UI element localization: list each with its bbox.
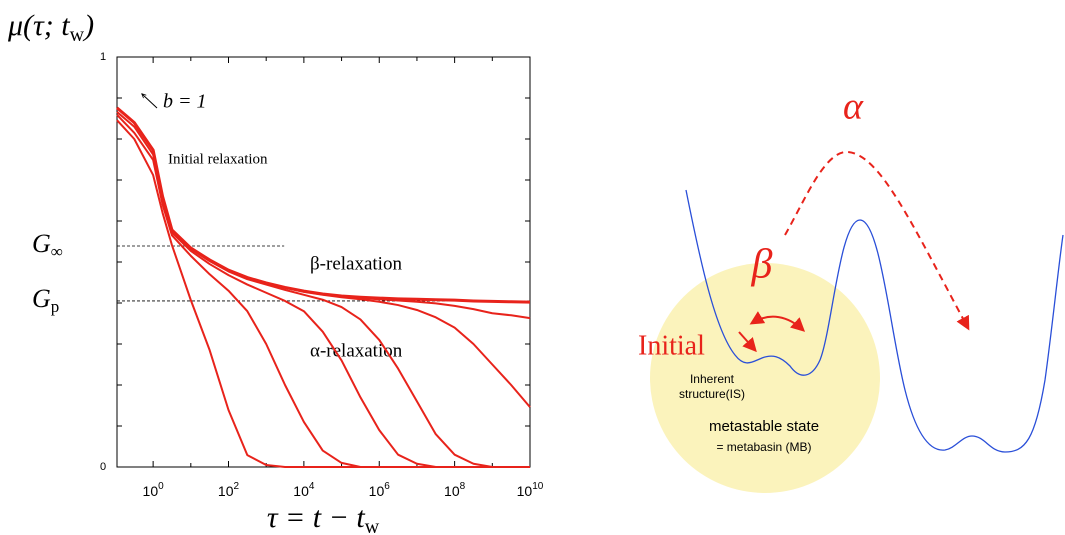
x-tick-base: 10	[143, 483, 159, 499]
y-label-close: )	[82, 9, 94, 42]
x-tick-label: 104	[293, 481, 315, 499]
x-tick-base: 10	[218, 483, 234, 499]
beta-transition-arrow	[749, 311, 806, 332]
y-label-main: μ(τ; t	[7, 9, 70, 42]
x-label-sub: w	[365, 516, 380, 535]
initial-label: Initial	[638, 330, 705, 361]
x-tick-label: 106	[369, 481, 391, 499]
x-tick-exponent: 6	[384, 481, 390, 492]
b-annotation: b = 1	[163, 91, 207, 113]
y-tick-label: 1	[100, 51, 106, 63]
x-tick-exponent: 4	[309, 481, 315, 492]
metastable-label: metastable state	[709, 418, 819, 435]
x-tick-exponent: 0	[158, 481, 164, 492]
reference-label: G∞	[32, 229, 63, 261]
x-tick-base: 10	[517, 483, 533, 499]
x-tick-label: 100	[143, 481, 165, 499]
x-tick-exponent: 2	[234, 481, 240, 492]
x-tick-exponent: 10	[532, 481, 544, 492]
x-tick-label: 1010	[517, 481, 544, 499]
energy-curve	[685, 189, 1064, 453]
beta-label: β	[751, 242, 773, 288]
metabasin-label: = metabasin (MB)	[716, 440, 811, 454]
reference-label-main: G	[32, 229, 51, 258]
energy-landscape: α β Initial Inherent structure(IS) metas…	[638, 86, 1064, 493]
initial-arrow	[738, 331, 757, 353]
x-label-main: τ = t − t	[267, 501, 366, 534]
initial-annotation: Initial relaxation	[168, 151, 268, 167]
x-tick-base: 10	[293, 483, 309, 499]
reference-label-sub: ∞	[51, 242, 63, 261]
x-tick-base: 10	[369, 483, 385, 499]
reference-label: Gp	[32, 284, 59, 316]
x-tick-label: 102	[218, 481, 240, 499]
y-label-sub: w	[70, 24, 85, 46]
b-arrow	[142, 94, 158, 109]
y-tick-label: 0	[100, 461, 106, 473]
reference-label-sub: p	[51, 297, 60, 316]
inherent-label: structure(IS)	[679, 387, 745, 401]
alpha-annotation: α-relaxation	[310, 340, 403, 361]
x-tick-base: 10	[444, 483, 460, 499]
x-tick-exponent: 8	[460, 481, 466, 492]
relaxation-curve	[116, 107, 531, 320]
y-axis-label: μ(τ; tw)	[7, 9, 94, 46]
alpha-label: α	[843, 86, 864, 128]
beta-annotation: β-relaxation	[310, 253, 402, 274]
inherent-label: Inherent	[690, 372, 735, 386]
relaxation-chart: μ(τ; tw) τ = t − tw b = 1 Initial relaxa…	[7, 9, 544, 535]
reference-label-main: G	[32, 284, 51, 313]
alpha-transition-arrow	[784, 150, 970, 331]
x-tick-label: 108	[444, 481, 466, 499]
relaxation-curve	[116, 114, 530, 468]
x-axis-label: τ = t − tw	[267, 501, 380, 535]
metabasin-region	[650, 263, 880, 493]
